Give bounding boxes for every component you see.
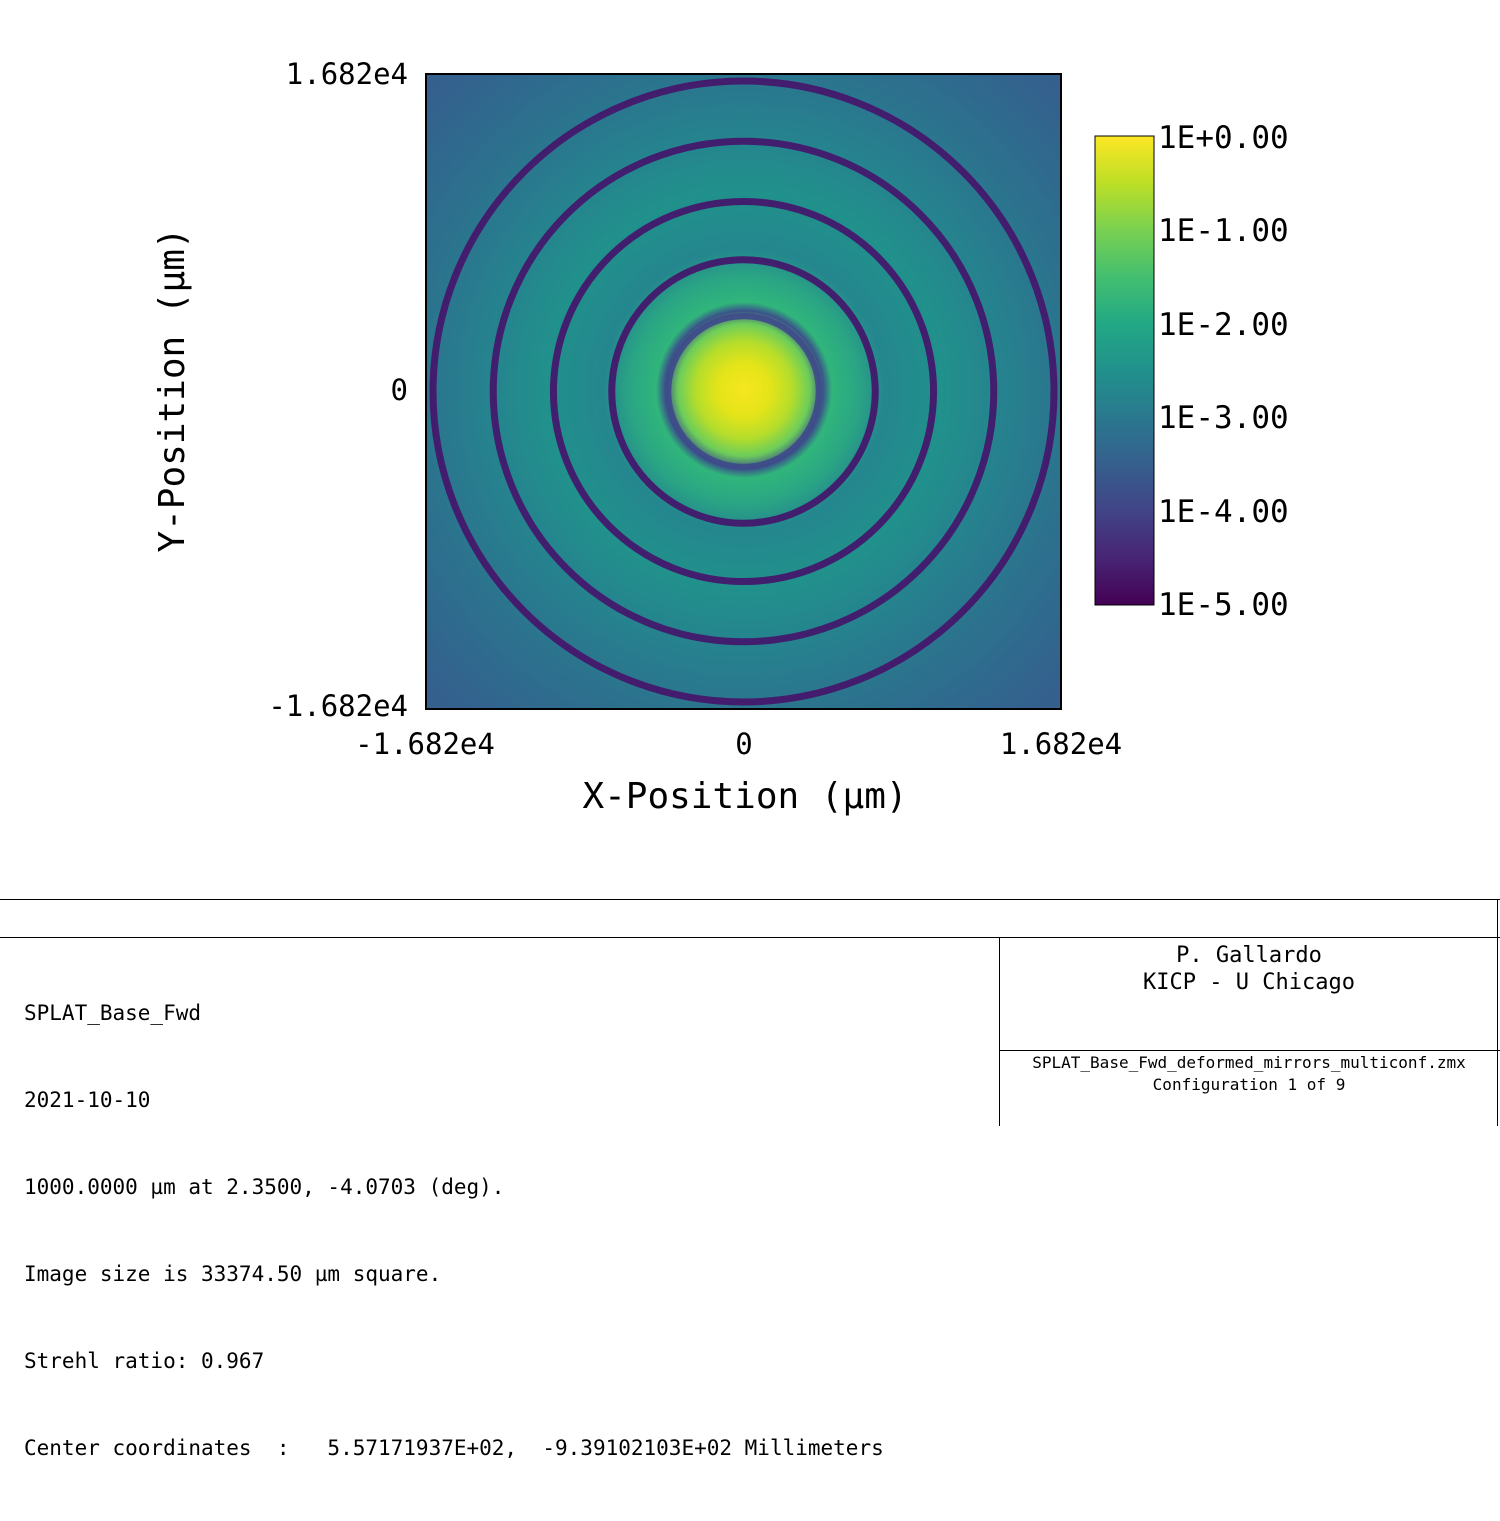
heatmap-background (427, 75, 1060, 708)
colorbar-tick-3: 1E-3.00 (1158, 400, 1289, 436)
colorbar-tick-2: 1E-2.00 (1158, 307, 1289, 343)
info-line-date: 2021-10-10 (24, 1088, 151, 1112)
plot-frame (425, 73, 1062, 710)
file-name: SPLAT_Base_Fwd_deformed_mirrors_multicon… (1032, 1053, 1466, 1072)
author-name: P. Gallardo (1176, 943, 1322, 968)
info-line-image-size: Image size is 33374.50 µm square. (24, 1262, 442, 1286)
dark-ring-5 (429, 77, 1058, 706)
colorbar (1095, 136, 1154, 605)
footer-right-border (1497, 900, 1498, 1126)
colorbar-tick-0: 1E+0.00 (1158, 120, 1289, 156)
dark-ring-3 (549, 197, 938, 586)
author-institution: KICP - U Chicago (1143, 970, 1355, 995)
colorbar-tick-1: 1E-1.00 (1158, 213, 1289, 249)
y-tick-bottom: -1.682e4 (268, 689, 408, 723)
info-line-center: Center coordinates : 5.57171937E+02, -9.… (24, 1436, 884, 1460)
x-tick-right: 1.682e4 (1000, 727, 1122, 761)
colorbar-tick-4: 1E-4.00 (1158, 494, 1289, 530)
footer-vertical-divider (999, 937, 1000, 1126)
author-block: P. Gallardo KICP - U Chicago (1000, 942, 1498, 996)
info-line-system: SPLAT_Base_Fwd (24, 1001, 202, 1025)
dark-ring-1 (665, 313, 822, 470)
heatmap-image (427, 75, 1060, 708)
info-line-wavelength: 1000.0000 µm at 2.3500, -4.0703 (deg). (24, 1175, 505, 1199)
dark-ring-4 (489, 137, 998, 646)
footer-right-divider (999, 1050, 1500, 1051)
y-tick-middle: 0 (391, 373, 408, 407)
analysis-info: SPLAT_Base_Fwd 2021-10-10 1000.0000 µm a… (24, 941, 884, 1521)
colorbar-tick-5: 1E-5.00 (1158, 587, 1289, 623)
colorbar-frame (1094, 135, 1155, 606)
x-tick-middle: 0 (735, 727, 752, 761)
dark-ring-2 (608, 256, 879, 527)
configuration-label: Configuration 1 of 9 (1152, 1075, 1346, 1094)
footer-title-divider (0, 937, 1500, 938)
y-axis-title: Y-Position (µm) (152, 227, 193, 552)
x-tick-left: -1.682e4 (355, 727, 495, 761)
psf-chart: 1.682e4 0 -1.682e4 -1.682e4 0 1.682e4 X-… (152, 57, 1289, 817)
y-tick-top: 1.682e4 (286, 57, 408, 91)
info-footer: SPLAT_Base_Fwd 2021-10-10 1000.0000 µm a… (0, 899, 1500, 1460)
x-axis-title: X-Position (µm) (582, 776, 907, 817)
file-block: SPLAT_Base_Fwd_deformed_mirrors_multicon… (1000, 1052, 1498, 1096)
info-line-strehl: Strehl ratio: 0.967 (24, 1349, 265, 1373)
